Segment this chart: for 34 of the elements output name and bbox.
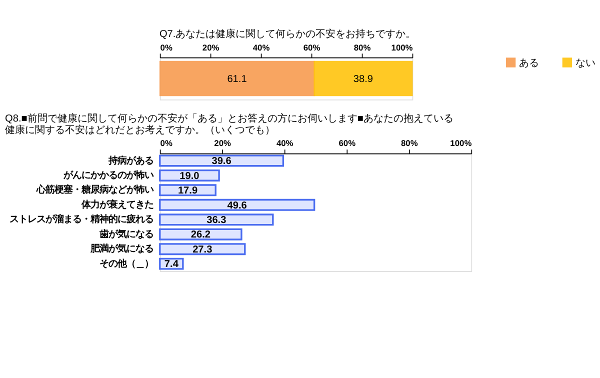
data-label: 7.4 (164, 259, 179, 270)
x-tick-label: 20% (214, 138, 232, 148)
x-tick-label: 20% (202, 42, 220, 52)
y-tick-label: ストレスが溜まる・精神的に疲れる (10, 214, 154, 224)
x-tick-label: 40% (276, 138, 294, 148)
y-tick-label: がんにかかるのが怖い (62, 170, 154, 180)
y-tick-label: 持病がある (108, 155, 154, 166)
y-tick-label: 体力が衰えてきた (80, 199, 154, 210)
x-tick-label: 0% (160, 42, 173, 52)
data-label: 36.3 (206, 215, 227, 226)
x-tick-label: 100% (450, 138, 472, 148)
chart-title: Q8.■前問で健康に関して何らかの不安が「ある」とお答えの方にお伺いします■あなたの抱えている健康に関する不安はどれだとお考えですか。（いくつでも） (5, 112, 454, 136)
y-tick-label: 歯が気になる (98, 228, 154, 239)
chart-title: Q7.あなたは健康に関して何らかの不安をお持ちですか。 (159, 28, 416, 40)
x-tick-label: 60% (338, 138, 356, 148)
data-label: 17.9 (178, 186, 198, 197)
x-tick-label: 80% (400, 138, 418, 148)
data-label: 19.0 (180, 170, 200, 182)
legend-label: ある (519, 58, 540, 69)
data-label: 26.2 (190, 230, 211, 241)
x-tick-label: 60% (303, 42, 321, 52)
y-tick-label: 肥満が気になる (90, 244, 154, 254)
x-tick-label: 80% (354, 42, 372, 52)
legend-label: ない (576, 58, 596, 69)
x-tick-label: 100% (391, 42, 414, 52)
y-tick-label: その他（＿） (100, 258, 154, 268)
data-label: 39.6 (212, 156, 232, 168)
data-label: 49.6 (227, 200, 248, 212)
data-label: 27.3 (192, 244, 213, 256)
data-label: 38.9 (353, 74, 374, 85)
x-tick-label: 0% (160, 138, 173, 148)
data-label: 61.1 (227, 74, 248, 85)
x-tick-label: 40% (252, 42, 270, 52)
y-tick-label: 心筋梗塞・糖尿病などが怖い (36, 184, 154, 195)
